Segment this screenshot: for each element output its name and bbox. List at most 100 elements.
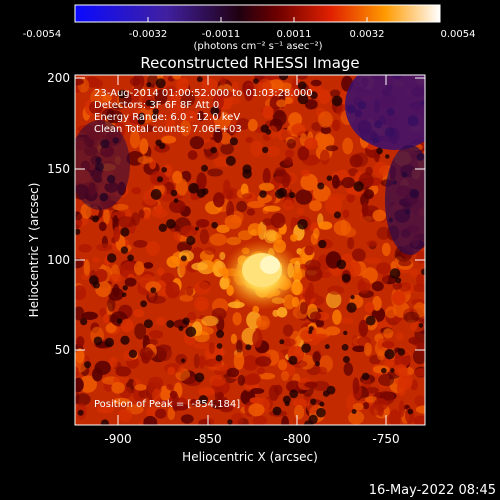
texture-blob [144, 125, 154, 132]
y-axis-label: Heliocentric Y (arcsec) [27, 183, 41, 318]
texture-blob [325, 145, 339, 152]
texture-blob [144, 350, 156, 360]
texture-blob [304, 99, 318, 110]
texture-blob [154, 89, 168, 105]
texture-dark-spot [381, 367, 387, 374]
texture-blob [304, 245, 314, 256]
y-tick-label: 150 [47, 162, 70, 176]
texture-blob [309, 200, 322, 212]
texture-blob [195, 219, 210, 228]
texture-blob [172, 75, 182, 80]
texture-dark-spot [198, 395, 208, 405]
texture-blob [129, 130, 140, 149]
texture-blob [416, 273, 424, 287]
texture-blob [92, 256, 101, 263]
texture-blob [263, 205, 281, 212]
texture-blob [378, 373, 395, 387]
texture-blob [134, 323, 147, 340]
texture-blob [295, 189, 313, 205]
texture-blob [108, 273, 122, 283]
texture-blob [267, 145, 280, 157]
texture-blob [197, 92, 211, 105]
texture-blob [209, 233, 227, 246]
texture-blob [148, 376, 164, 389]
texture-dark-spot [365, 315, 376, 326]
texture-blob [213, 128, 223, 144]
texture-dark-spot [333, 211, 342, 219]
texture-blob [250, 388, 265, 394]
texture-blob [220, 143, 234, 155]
texture-dark-spot [421, 268, 425, 275]
texture-blob [318, 111, 333, 128]
texture-blob [286, 138, 296, 149]
texture-dark-spot [309, 91, 318, 100]
texture-blob [223, 179, 231, 195]
texture-blob [113, 226, 121, 242]
texture-blob [319, 149, 330, 165]
texture-blob [330, 89, 341, 98]
texture-dark-spot [84, 361, 92, 369]
texture-blob [245, 136, 253, 143]
texture-blob [111, 382, 125, 394]
texture-blob [167, 406, 175, 421]
texture-blob [155, 408, 167, 419]
texture-blob [342, 209, 350, 219]
texture-dark-spot [227, 419, 233, 425]
texture-blob [236, 339, 243, 354]
texture-dark-spot [308, 414, 318, 424]
texture-blob [197, 110, 205, 122]
texture-blob [131, 187, 142, 195]
texture-blob [219, 76, 227, 86]
texture-blob [316, 366, 328, 375]
texture-blob [348, 410, 365, 425]
texture-blob [364, 301, 375, 313]
texture-dark-spot [156, 176, 164, 183]
texture-blob [175, 354, 188, 365]
texture-blob [302, 291, 318, 299]
texture-blob [288, 112, 303, 127]
info-line: 23-Aug-2014 01:00:52.000 to 01:03:28.000 [94, 88, 313, 99]
texture-blob [342, 137, 354, 155]
texture-blob [332, 119, 341, 132]
texture-dark-spot [282, 395, 291, 404]
colorbar-tick-label: 0.0032 [350, 29, 385, 40]
texture-dark-spot [211, 221, 218, 229]
texture-dark-spot [265, 129, 272, 135]
texture-blob [212, 363, 229, 372]
texture-dark-spot [127, 254, 134, 262]
texture-blob [219, 132, 232, 145]
texture-blob [147, 338, 158, 346]
texture-dark-spot [173, 198, 179, 204]
x-tick-label: -800 [283, 432, 310, 446]
texture-blob [79, 375, 97, 393]
texture-dark-spot [242, 164, 252, 174]
texture-blob [299, 301, 308, 315]
texture-blob [310, 79, 322, 87]
x-tick-label: -900 [104, 432, 131, 446]
texture-blob [270, 212, 286, 229]
colorbar [74, 4, 441, 23]
texture-dark-spot [297, 219, 308, 230]
texture-blob [118, 216, 135, 228]
texture-blob [75, 393, 91, 406]
texture-dark-spot [322, 390, 330, 397]
texture-blob [376, 262, 391, 275]
texture-blob [318, 89, 331, 105]
texture-blob [163, 164, 173, 177]
texture-blob [226, 236, 242, 246]
texture-blob [118, 408, 133, 422]
texture-dark-spot [146, 82, 152, 88]
texture-dark-spot [262, 146, 269, 154]
texture-dark-spot [275, 189, 285, 199]
texture-blob [281, 172, 291, 188]
x-tick-label: -850 [194, 432, 221, 446]
texture-blob [286, 380, 302, 393]
texture-dark-spot [324, 344, 330, 350]
texture-dark-spot [346, 302, 357, 313]
texture-blob [143, 415, 158, 425]
texture-blob [165, 117, 176, 132]
texture-blob [416, 341, 425, 355]
texture-dark-spot [384, 349, 395, 360]
texture-dark-spot [145, 99, 152, 107]
texture-dark-spot [170, 189, 178, 197]
